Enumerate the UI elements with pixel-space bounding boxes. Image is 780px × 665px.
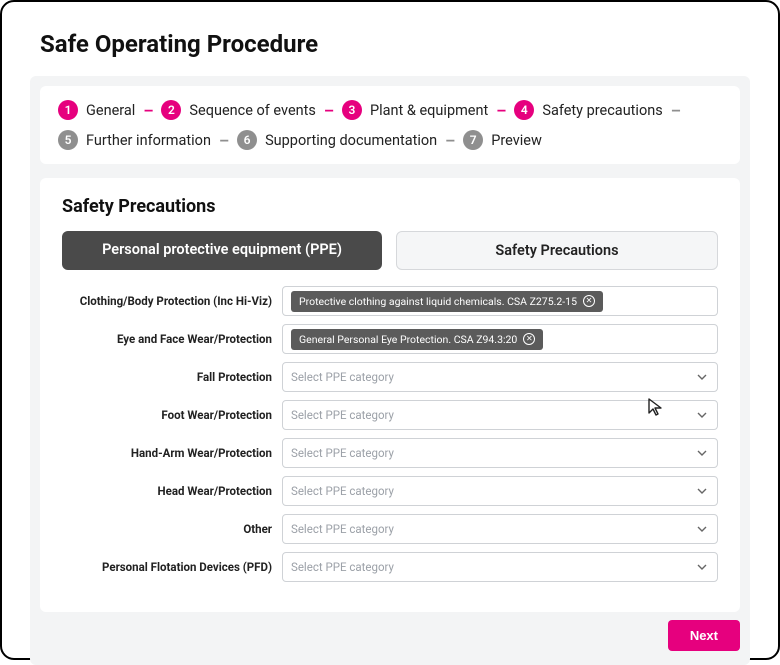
placeholder-text: Select PPE category	[291, 522, 394, 536]
placeholder-text: Select PPE category	[291, 484, 394, 498]
form-row: Personal Flotation Devices (PFD) Select P…	[62, 552, 718, 582]
step-label: Supporting documentation	[265, 132, 437, 149]
step-separator: –	[219, 131, 229, 150]
page-title: Safe Operating Procedure	[40, 30, 750, 58]
ppe-select[interactable]: Protective clothing against liquid chemi…	[282, 286, 718, 316]
chip-remove-icon[interactable]: ✕	[523, 333, 535, 345]
panel-title: Safety Precautions	[62, 196, 718, 217]
step-label: General	[86, 102, 135, 119]
chip-label: General Personal Eye Protection. CSA Z94…	[299, 333, 517, 346]
chevron-down-icon	[697, 562, 707, 572]
step-number: 3	[342, 100, 362, 120]
form-label: Personal Flotation Devices (PFD)	[62, 560, 272, 574]
form-label: Fall Protection	[62, 370, 272, 384]
step-number: 5	[58, 130, 78, 150]
step-label: Sequence of events	[189, 102, 315, 119]
ppe-select[interactable]: Select PPE category	[282, 552, 718, 582]
placeholder-text: Select PPE category	[291, 446, 394, 460]
form-label: Eye and Face Wear/Protection	[62, 332, 272, 346]
placeholder-text: Select PPE category	[291, 370, 394, 384]
chip-label: Protective clothing against liquid chemi…	[299, 295, 577, 308]
step-number: 1	[58, 100, 78, 120]
step-label: Further information	[86, 132, 211, 149]
step-4[interactable]: 4 Safety precautions	[514, 100, 662, 120]
form-label: Head Wear/Protection	[62, 484, 272, 498]
ppe-select[interactable]: Select PPE category	[282, 362, 718, 392]
form-row: Clothing/Body Protection (Inc Hi-Viz) Pro…	[62, 286, 718, 316]
step-6[interactable]: 6 Supporting documentation	[237, 130, 437, 150]
chevron-down-icon	[697, 372, 707, 382]
step-5[interactable]: 5 Further information	[58, 130, 211, 150]
form-label: Hand-Arm Wear/Protection	[62, 446, 272, 460]
form-row: Other Select PPE category	[62, 514, 718, 544]
selected-chip: General Personal Eye Protection. CSA Z94…	[291, 329, 543, 350]
step-separator: –	[671, 101, 681, 120]
safety-precautions-panel: Safety Precautions Personal protective e…	[40, 178, 740, 612]
step-number: 6	[237, 130, 257, 150]
step-label: Preview	[491, 132, 542, 149]
selected-chip: Protective clothing against liquid chemi…	[291, 291, 603, 312]
form-row: Head Wear/Protection Select PPE category	[62, 476, 718, 506]
step-separator: –	[445, 131, 455, 150]
tab-ppe[interactable]: Personal protective equipment (PPE)	[62, 231, 382, 270]
placeholder-text: Select PPE category	[291, 560, 394, 574]
form-row: Foot Wear/Protection Select PPE category	[62, 400, 718, 430]
content-area: 1General–2Sequence of events–3Plant & eq…	[30, 76, 750, 665]
tabs: Personal protective equipment (PPE) Safe…	[62, 231, 718, 270]
step-label: Plant & equipment	[370, 102, 488, 119]
form-row: Hand-Arm Wear/Protection Select PPE categ…	[62, 438, 718, 468]
ppe-select[interactable]: Select PPE category	[282, 400, 718, 430]
form-label: Clothing/Body Protection (Inc Hi-Viz)	[62, 294, 272, 308]
ppe-select[interactable]: Select PPE category	[282, 514, 718, 544]
chevron-down-icon	[697, 524, 707, 534]
step-number: 7	[463, 130, 483, 150]
stepper: 1General–2Sequence of events–3Plant & eq…	[40, 86, 740, 164]
form-label: Foot Wear/Protection	[62, 408, 272, 422]
ppe-form: Clothing/Body Protection (Inc Hi-Viz) Pro…	[62, 286, 718, 582]
placeholder-text: Select PPE category	[291, 408, 394, 422]
step-number: 4	[514, 100, 534, 120]
ppe-select[interactable]: General Personal Eye Protection. CSA Z94…	[282, 324, 718, 354]
form-row: Eye and Face Wear/Protection General Pers…	[62, 324, 718, 354]
step-2[interactable]: 2 Sequence of events	[161, 100, 315, 120]
ppe-select[interactable]: Select PPE category	[282, 476, 718, 506]
step-number: 2	[161, 100, 181, 120]
tab-safety-precautions[interactable]: Safety Precautions	[396, 231, 718, 270]
step-separator: –	[496, 101, 506, 120]
step-separator: –	[143, 101, 153, 120]
step-7[interactable]: 7 Preview	[463, 130, 542, 150]
form-label: Other	[62, 522, 272, 536]
step-label: Safety precautions	[542, 102, 662, 119]
chip-remove-icon[interactable]: ✕	[583, 295, 595, 307]
chevron-down-icon	[697, 486, 707, 496]
next-button[interactable]: Next	[668, 620, 740, 651]
app-window: Safe Operating Procedure 1General–2Seque…	[0, 0, 780, 660]
form-row: Fall Protection Select PPE category	[62, 362, 718, 392]
step-1[interactable]: 1 General	[58, 100, 135, 120]
step-separator: –	[324, 101, 334, 120]
chevron-down-icon	[697, 448, 707, 458]
ppe-select[interactable]: Select PPE category	[282, 438, 718, 468]
footer: Next	[40, 620, 740, 651]
step-3[interactable]: 3 Plant & equipment	[342, 100, 488, 120]
chevron-down-icon	[697, 410, 707, 420]
